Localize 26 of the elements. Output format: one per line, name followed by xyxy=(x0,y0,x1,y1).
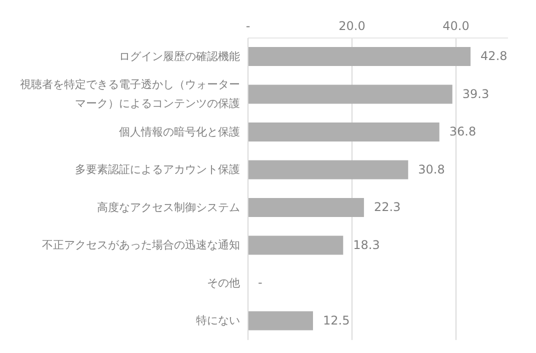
data-label: 30.8 xyxy=(418,162,445,176)
x-tick-label: 20.0 xyxy=(338,19,366,33)
bar xyxy=(248,160,408,180)
y-tick-label: ログイン履歴の確認機能 xyxy=(119,50,240,63)
data-label: 39.3 xyxy=(462,86,490,101)
data-label: 12.5 xyxy=(323,313,350,328)
data-label: 22.3 xyxy=(374,200,401,214)
y-tick-label: その他 xyxy=(207,276,240,290)
data-label: 42.8 xyxy=(480,49,508,64)
y-tick-label: 個人情報の暗号化と保護 xyxy=(119,125,240,138)
y-tick-label: 特にない xyxy=(196,314,240,328)
bar xyxy=(248,311,313,330)
y-tick-label: 不正アクセスがあった場合の迅速な通知 xyxy=(42,238,240,252)
x-tick-label: - xyxy=(246,19,250,33)
bar xyxy=(248,236,344,255)
y-tick-label: 高度なアクセス制御システム xyxy=(97,200,240,214)
data-label: 36.8 xyxy=(449,124,476,139)
bar xyxy=(248,198,364,217)
y-tick-label: 多要素認証によるアカウント保護 xyxy=(75,163,240,176)
bar xyxy=(248,84,452,104)
y-tick-label: 視聴者を特定できる電子透かし（ウォーターマーク）によるコンテンツの保護 xyxy=(20,78,240,110)
bar xyxy=(248,122,440,142)
bar xyxy=(248,47,471,66)
data-label: 18.3 xyxy=(353,238,380,252)
data-label: - xyxy=(258,276,262,290)
x-tick-label: 40.0 xyxy=(442,19,470,33)
